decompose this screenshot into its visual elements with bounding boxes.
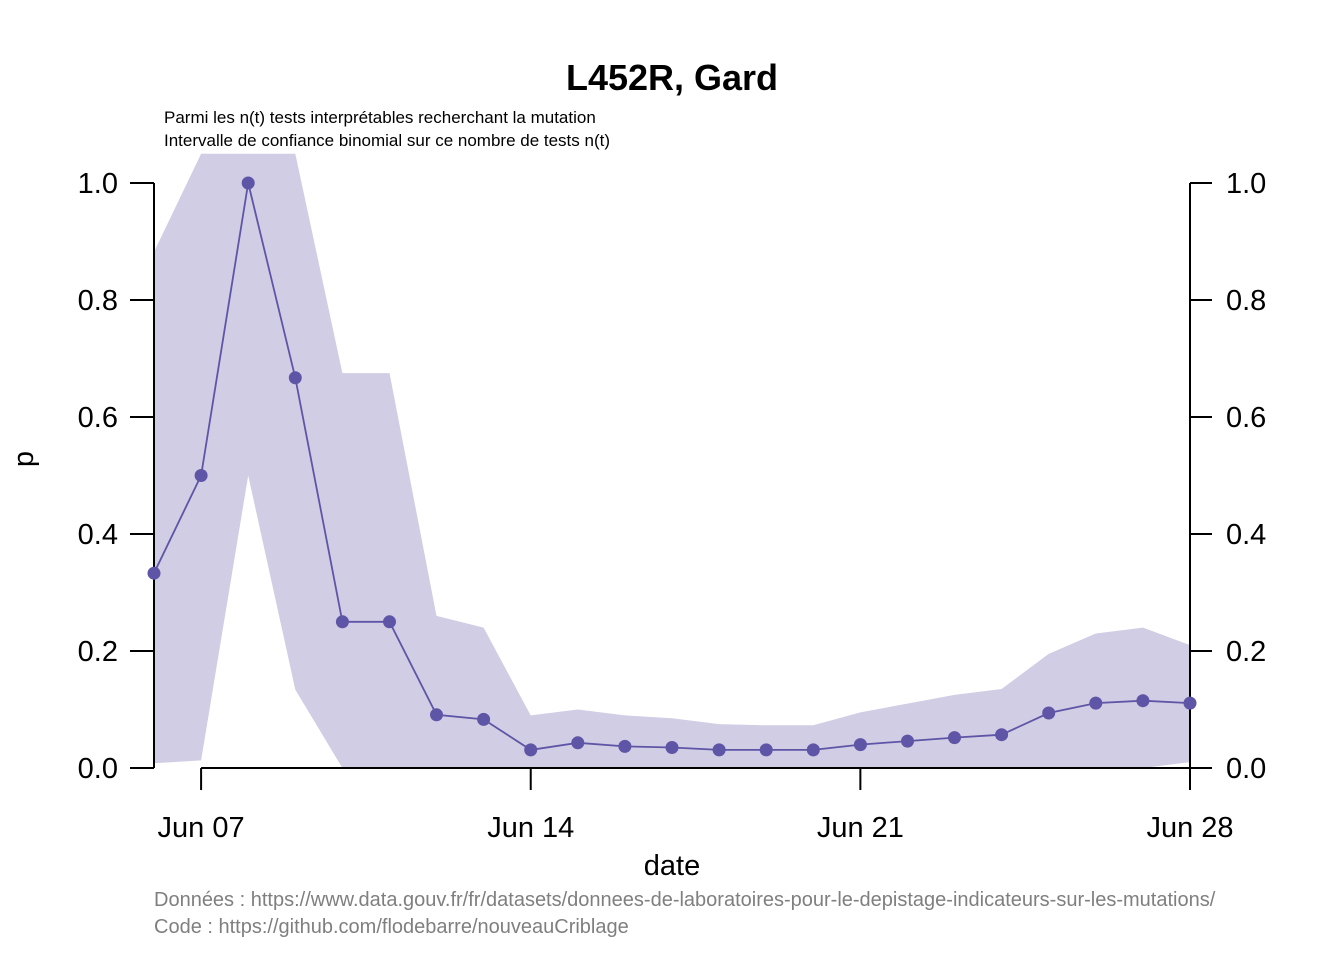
y-tick-label-left: 0.2 [78,636,118,668]
data-point [1042,706,1056,720]
footer-data-source: Données : https://www.data.gouv.fr/fr/da… [154,889,1216,911]
data-point [1183,696,1197,710]
data-point [335,615,349,629]
y-tick-label-right: 0.8 [1226,285,1266,317]
data-point [806,743,820,757]
x-tick-label: Jun 21 [817,812,904,844]
series-points [147,176,1197,757]
data-point [712,743,726,757]
data-point [524,743,538,757]
x-tick-label: Jun 14 [487,812,574,844]
chart-subtitle-1: Parmi les n(t) tests interprétables rech… [164,108,596,127]
axes: 0.0 0.0 0.2 0.2 0.4 0.4 0.6 0.6 0.8 0.8 1.0 1.0 Jun … [78,168,1267,844]
y-tick-label-right: 0.0 [1226,753,1266,785]
data-point [571,736,585,750]
data-point [1089,696,1103,710]
y-tick-label-left: 1.0 [78,168,118,200]
data-point [901,734,914,748]
chart-title: L452R, Gard [566,57,778,98]
data-point [288,371,302,385]
data-point [759,743,773,757]
data-point [430,708,443,722]
y-tick-label-right: 0.2 [1226,636,1266,668]
y-tick-label-left: 0.4 [78,519,118,551]
data-point [241,176,255,190]
footer-code-source: Code : https://github.com/flodebarre/nou… [154,916,629,938]
data-point [477,712,491,726]
y-axis-label: p [8,451,40,467]
data-point [383,615,396,629]
confidence-band-area [154,153,1190,769]
x-tick-label: Jun 07 [158,812,245,844]
data-point [147,566,161,580]
y-tick-label-left: 0.6 [78,402,118,434]
data-point [995,728,1009,742]
data-point [665,741,679,754]
confidence-band [154,153,1190,769]
x-tick-label: Jun 28 [1146,812,1233,844]
data-point [1136,694,1150,708]
data-point [853,738,867,752]
y-tick-label-right: 0.6 [1226,402,1266,434]
y-tick-label-right: 1.0 [1226,168,1266,200]
data-point [618,739,632,753]
y-tick-label-right: 0.4 [1226,519,1266,551]
x-axis-label: date [644,850,700,882]
y-tick-label-left: 0.0 [78,753,118,785]
data-point [948,731,961,745]
data-point [194,469,208,482]
y-tick-label-left: 0.8 [78,285,118,317]
chart-subtitle-2: Intervalle de confiance binomial sur ce … [164,131,610,150]
